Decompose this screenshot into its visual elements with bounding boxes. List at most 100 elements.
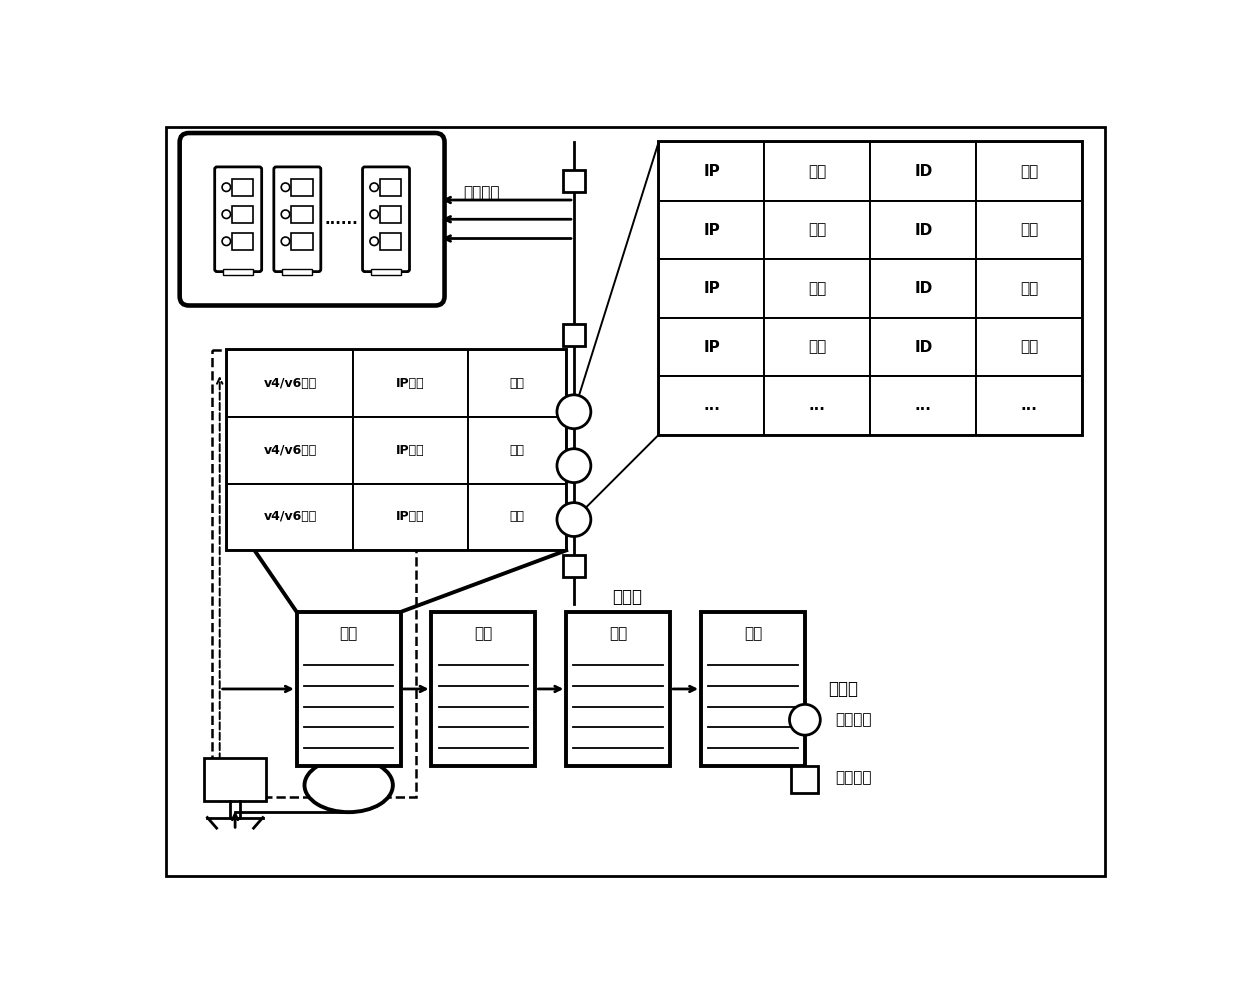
Circle shape (281, 183, 290, 192)
Circle shape (557, 395, 590, 429)
FancyBboxPatch shape (215, 167, 262, 272)
Text: 普通节点: 普通节点 (836, 770, 872, 785)
Circle shape (222, 211, 231, 218)
Text: IP: IP (703, 340, 720, 355)
Text: ID: ID (914, 281, 932, 296)
Circle shape (222, 237, 231, 245)
Bar (976, 142, 1083, 201)
Circle shape (557, 502, 590, 536)
Bar (658, 259, 765, 318)
Circle shape (370, 183, 378, 192)
Bar (232, 206, 253, 222)
Text: IP: IP (703, 164, 720, 179)
Bar (870, 201, 976, 259)
Text: 区块: 区块 (474, 626, 492, 641)
Bar (227, 351, 352, 417)
Bar (352, 351, 467, 417)
Bar (467, 417, 567, 484)
Bar (227, 484, 352, 550)
Text: ID: ID (914, 340, 932, 355)
Bar (563, 324, 585, 346)
Text: 端口: 端口 (808, 222, 827, 237)
Circle shape (222, 183, 231, 192)
Text: ID: ID (914, 164, 932, 179)
Circle shape (557, 449, 590, 483)
Bar (976, 259, 1083, 318)
Text: ...: ... (915, 398, 931, 413)
Bar (291, 179, 312, 196)
Text: 区块: 区块 (744, 626, 763, 641)
Bar (765, 318, 870, 376)
Text: ID: ID (914, 222, 932, 237)
Bar (765, 376, 870, 435)
Bar (976, 201, 1083, 259)
Bar (658, 318, 765, 376)
Text: IP: IP (703, 281, 720, 296)
Text: 端口: 端口 (808, 164, 827, 179)
Ellipse shape (305, 759, 393, 812)
FancyBboxPatch shape (274, 167, 321, 272)
Text: 端口: 端口 (510, 510, 525, 523)
Circle shape (281, 237, 290, 245)
FancyBboxPatch shape (362, 167, 409, 272)
Text: 种子节点: 种子节点 (836, 712, 872, 727)
Bar (232, 179, 253, 196)
Circle shape (370, 211, 378, 218)
Bar (870, 376, 976, 435)
Bar (976, 376, 1083, 435)
FancyBboxPatch shape (180, 133, 444, 306)
Bar (658, 376, 765, 435)
Text: 端口: 端口 (808, 281, 827, 296)
Bar (467, 351, 567, 417)
Bar (432, 612, 536, 766)
Text: 二级链: 二级链 (613, 588, 642, 606)
Bar (870, 142, 976, 201)
Bar (658, 201, 765, 259)
Text: 心跳検验: 心跳検验 (464, 185, 500, 200)
Bar (765, 259, 870, 318)
Bar (701, 612, 805, 766)
Bar (227, 417, 352, 484)
Bar (227, 351, 567, 550)
Text: ......: ...... (325, 212, 358, 226)
Text: 负载: 负载 (1021, 340, 1038, 355)
Text: ...: ... (1021, 398, 1038, 413)
Bar (870, 318, 976, 376)
Text: ...: ... (808, 398, 826, 413)
Bar (658, 142, 765, 201)
Bar (232, 232, 253, 250)
Bar (381, 206, 402, 222)
Bar (563, 170, 585, 192)
Text: v4/v6版本: v4/v6版本 (263, 444, 316, 457)
Text: 端口: 端口 (510, 444, 525, 457)
Circle shape (370, 237, 378, 245)
Text: v4/v6版本: v4/v6版本 (263, 377, 316, 390)
Text: IP地址: IP地址 (396, 510, 424, 523)
Bar (870, 259, 976, 318)
Bar (291, 206, 312, 222)
Bar (352, 417, 467, 484)
Bar (205, 759, 265, 800)
Text: 区块: 区块 (609, 626, 627, 641)
Text: IP地址: IP地址 (396, 444, 424, 457)
Text: ...: ... (703, 398, 720, 413)
Circle shape (281, 211, 290, 218)
Bar (381, 232, 402, 250)
Bar (371, 269, 401, 275)
Text: 端口: 端口 (510, 377, 525, 390)
Bar (765, 142, 870, 201)
Bar (658, 142, 1083, 435)
Bar (765, 201, 870, 259)
Bar (352, 484, 467, 550)
Bar (296, 612, 401, 766)
Bar (223, 269, 253, 275)
Bar (563, 555, 585, 577)
Text: 负载: 负载 (1021, 222, 1038, 237)
Bar (976, 318, 1083, 376)
Bar (567, 612, 670, 766)
Text: 负载: 负载 (1021, 281, 1038, 296)
Bar (467, 484, 567, 550)
Text: 端口: 端口 (808, 340, 827, 355)
Text: IP地址: IP地址 (396, 377, 424, 390)
Bar (381, 179, 402, 196)
